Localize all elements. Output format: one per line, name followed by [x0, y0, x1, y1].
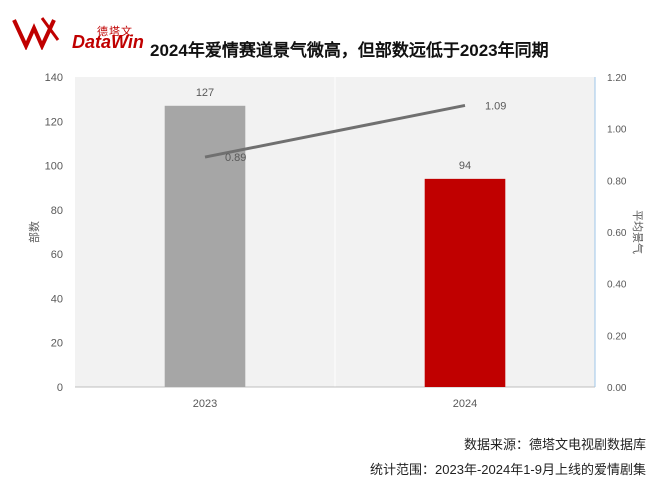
bar-value-label: 94	[459, 160, 471, 172]
y-tick-label: 0	[57, 382, 63, 394]
x-tick-label: 2024	[453, 398, 477, 410]
data-source-note: 数据来源：德塔文电视剧数据库	[463, 437, 646, 452]
logo-brand-en: DataWin	[72, 32, 144, 52]
y-right-tick-label: 1.20	[607, 73, 627, 84]
y-tick-label: 100	[45, 161, 63, 173]
y-tick-label: 140	[45, 72, 63, 84]
y-right-tick-label: 0.00	[607, 383, 627, 394]
datawin-logo: 德塔文 DataWin	[12, 10, 162, 52]
chart-title: 2024年爱情赛道景气微高，但部数远低于2023年同期	[150, 41, 549, 60]
line-series	[204, 103, 466, 159]
data-labels: 127 94 0.89 1.09	[196, 87, 507, 172]
y-right-tick-label: 1.00	[607, 125, 627, 136]
line-value-label: 1.09	[485, 100, 506, 112]
axes: 0 20 40 60 80 100 120 140 0.00 0.20 0.40 0.60 0.80 1.…	[27, 72, 645, 410]
y-tick-label: 80	[51, 205, 63, 217]
trend-line	[204, 103, 466, 159]
logo-mark-icon	[12, 17, 60, 51]
bar	[164, 105, 246, 388]
y-tick-label: 40	[51, 293, 63, 305]
y-tick-label: 20	[51, 338, 63, 350]
y-tick-label: 120	[45, 116, 63, 128]
y-right-tick-label: 0.40	[607, 280, 627, 291]
bar-value-label: 127	[196, 87, 214, 99]
y-axis-label: 部数	[27, 221, 41, 243]
y-tick-label: 60	[51, 249, 63, 261]
y-right-tick-label: 0.80	[607, 176, 627, 187]
logo-brand-cn: 德塔文	[97, 26, 133, 38]
y-right-axis-label: 平均景气	[631, 210, 645, 254]
x-tick-label: 2023	[193, 398, 217, 410]
y-right-tick-label: 0.20	[607, 331, 627, 342]
bar	[424, 178, 506, 387]
line-value-label: 0.89	[225, 152, 246, 164]
y-right-tick-label: 0.60	[607, 228, 627, 239]
data-scope-note: 统计范围：2023年-2024年1-9月上线的爱情剧集	[370, 462, 646, 477]
